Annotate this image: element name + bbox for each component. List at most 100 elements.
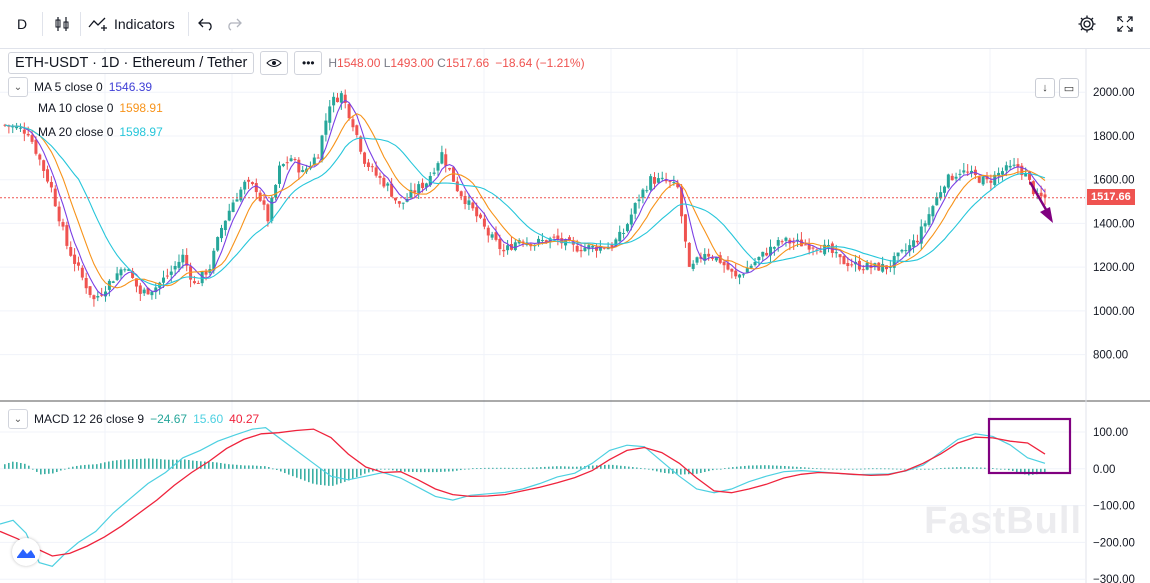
ma20-line bbox=[4, 124, 1046, 287]
candle bbox=[301, 165, 305, 173]
candle bbox=[397, 200, 401, 208]
auto-scale-icon[interactable]: ▭ bbox=[1059, 78, 1079, 98]
candle bbox=[393, 197, 397, 204]
macd-hist-bar bbox=[120, 459, 122, 469]
macd-hist-bar bbox=[580, 466, 582, 469]
macd-hist-bar bbox=[476, 468, 478, 469]
macd-hist-bar bbox=[344, 468, 346, 482]
chart-canvas[interactable]: 2000.00 1800.00 1600.00 1400.00 1200.00 1000.… bbox=[0, 49, 1150, 583]
macd-hist-bar bbox=[436, 468, 438, 473]
highlight-box[interactable] bbox=[987, 417, 1072, 475]
macd-hist-bar bbox=[592, 465, 594, 469]
macd-hist-bar bbox=[820, 468, 822, 470]
candle bbox=[892, 252, 896, 275]
price-tick-label: 1800.00 bbox=[1093, 131, 1135, 143]
more-options-icon[interactable]: ••• bbox=[294, 51, 323, 75]
candle bbox=[312, 153, 316, 166]
ohlc-value: 1548.00 bbox=[337, 56, 384, 70]
macd-hist-bar bbox=[316, 468, 318, 485]
candle bbox=[84, 272, 88, 294]
macd-hist-bar bbox=[852, 468, 854, 470]
ohlc-label: C bbox=[437, 56, 446, 70]
candle bbox=[683, 214, 687, 248]
macd-hist-bar bbox=[44, 468, 46, 475]
candle bbox=[328, 100, 332, 131]
macd-hist-bar bbox=[936, 468, 938, 470]
candle bbox=[351, 115, 355, 132]
candle bbox=[277, 161, 281, 188]
candle bbox=[239, 186, 243, 203]
macd-hist-bar bbox=[292, 468, 294, 477]
candle bbox=[30, 129, 34, 145]
macd-hist-bar bbox=[496, 467, 498, 469]
undo-icon[interactable] bbox=[194, 8, 218, 40]
candle bbox=[691, 260, 695, 272]
macd-hist-bar bbox=[748, 465, 750, 469]
top-toolbar: D Indicators bbox=[0, 0, 1150, 49]
macd-hist-bar bbox=[272, 468, 274, 470]
macd-hist-bar bbox=[620, 465, 622, 469]
candle bbox=[923, 220, 927, 233]
fullscreen-icon[interactable] bbox=[1112, 8, 1138, 40]
candle bbox=[366, 158, 370, 171]
macd-hist-bar bbox=[420, 468, 422, 473]
ohlc-value: 1493.00 bbox=[390, 56, 438, 70]
candle bbox=[266, 203, 270, 227]
macd-hist-bar bbox=[888, 468, 890, 470]
macd-hist-bar bbox=[760, 465, 762, 469]
macd-hist-bar bbox=[408, 468, 410, 472]
macd-hist-bar bbox=[732, 467, 734, 469]
macd-hist-bar bbox=[556, 466, 558, 469]
macd-hist-bar bbox=[944, 467, 946, 469]
candle bbox=[807, 238, 811, 255]
macd-hist-bar bbox=[624, 466, 626, 469]
macd-hist-bar bbox=[440, 468, 442, 472]
candle bbox=[703, 248, 707, 265]
scroll-down-icon[interactable]: ↓ bbox=[1035, 78, 1055, 98]
candle bbox=[339, 90, 343, 110]
macd-hist-bar bbox=[288, 468, 290, 475]
macd-hist-bar bbox=[320, 468, 322, 485]
candle bbox=[185, 248, 189, 272]
ohlc-label: H bbox=[328, 56, 338, 70]
macd-tick-label: −100.00 bbox=[1093, 501, 1135, 513]
eye-icon[interactable] bbox=[260, 51, 289, 75]
candle bbox=[869, 260, 873, 275]
macd-hist-bar bbox=[808, 467, 810, 469]
macd-hist-bar bbox=[264, 466, 266, 469]
macd-hist-bar bbox=[720, 468, 722, 470]
macd-hist-bar bbox=[492, 467, 494, 469]
candle bbox=[386, 181, 390, 192]
candle bbox=[660, 171, 664, 182]
macd-hist-bar bbox=[980, 467, 982, 469]
candle bbox=[262, 194, 266, 211]
chart-area[interactable]: 2000.00 1800.00 1600.00 1400.00 1200.00 1000.… bbox=[0, 49, 1150, 583]
candle bbox=[42, 159, 46, 179]
indicators-button[interactable]: Indicators bbox=[88, 8, 188, 40]
tradingview-logo-icon[interactable] bbox=[12, 538, 40, 566]
macd-hist-bar bbox=[856, 468, 858, 470]
candle bbox=[18, 123, 22, 132]
macd-hist-bar bbox=[676, 468, 678, 475]
macd-hist-bar bbox=[304, 468, 306, 481]
macd-hist-bar bbox=[1044, 468, 1046, 474]
macd-hist-bar bbox=[772, 465, 774, 469]
macd-hist-bar bbox=[904, 468, 906, 470]
macd-hist-bar bbox=[256, 465, 258, 469]
macd-hist-bar bbox=[640, 467, 642, 469]
settings-gear-icon[interactable] bbox=[1074, 8, 1100, 40]
interval-button[interactable]: D bbox=[16, 16, 28, 32]
macd-hist-bar bbox=[784, 466, 786, 469]
ma10-legend: MA 10 close 0 1598.91 bbox=[38, 101, 163, 115]
symbol-title[interactable]: ETH-USDT · 1D · Ethereum / Tether bbox=[8, 52, 255, 74]
candle bbox=[96, 291, 100, 302]
macd-hist-bar bbox=[800, 467, 802, 469]
chevron-down-icon[interactable]: ⌄ bbox=[8, 77, 28, 97]
chevron-down-icon[interactable]: ⌄ bbox=[8, 409, 28, 429]
candles-icon[interactable] bbox=[50, 8, 74, 40]
candle bbox=[494, 226, 498, 242]
candle bbox=[463, 190, 467, 210]
trend-arrow[interactable] bbox=[1028, 181, 1050, 214]
redo-icon[interactable] bbox=[222, 8, 246, 40]
macd-hist-bar bbox=[824, 468, 826, 470]
